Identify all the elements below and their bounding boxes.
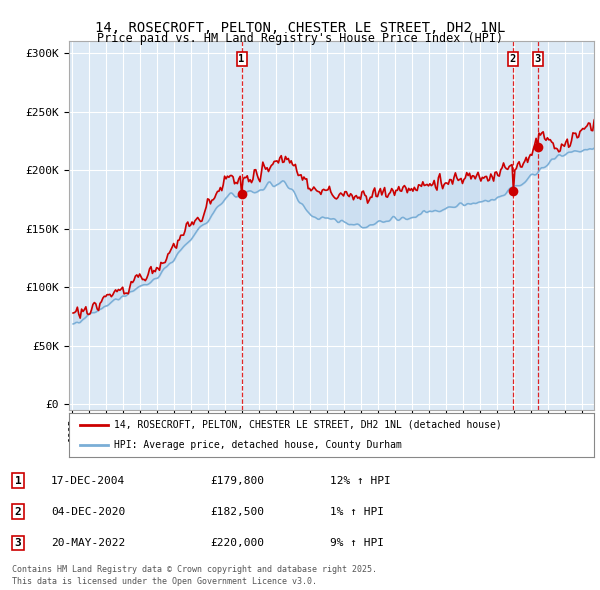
Text: £220,000: £220,000 — [210, 538, 264, 548]
Text: 17-DEC-2004: 17-DEC-2004 — [51, 476, 125, 486]
Text: 04-DEC-2020: 04-DEC-2020 — [51, 507, 125, 517]
Text: HPI: Average price, detached house, County Durham: HPI: Average price, detached house, Coun… — [113, 440, 401, 450]
Text: 3: 3 — [535, 54, 541, 64]
Text: 1% ↑ HPI: 1% ↑ HPI — [330, 507, 384, 517]
Text: Contains HM Land Registry data © Crown copyright and database right 2025.
This d: Contains HM Land Registry data © Crown c… — [12, 565, 377, 586]
Text: 9% ↑ HPI: 9% ↑ HPI — [330, 538, 384, 548]
Text: 2: 2 — [14, 507, 22, 517]
Text: 14, ROSECROFT, PELTON, CHESTER LE STREET, DH2 1NL: 14, ROSECROFT, PELTON, CHESTER LE STREET… — [95, 21, 505, 35]
Text: 14, ROSECROFT, PELTON, CHESTER LE STREET, DH2 1NL (detached house): 14, ROSECROFT, PELTON, CHESTER LE STREET… — [113, 420, 502, 430]
Text: Price paid vs. HM Land Registry's House Price Index (HPI): Price paid vs. HM Land Registry's House … — [97, 32, 503, 45]
Text: 2: 2 — [509, 54, 516, 64]
Text: 1: 1 — [238, 54, 245, 64]
Text: 12% ↑ HPI: 12% ↑ HPI — [330, 476, 391, 486]
Text: £182,500: £182,500 — [210, 507, 264, 517]
Text: 1: 1 — [14, 476, 22, 486]
Text: 20-MAY-2022: 20-MAY-2022 — [51, 538, 125, 548]
Text: £179,800: £179,800 — [210, 476, 264, 486]
Text: 3: 3 — [14, 538, 22, 548]
